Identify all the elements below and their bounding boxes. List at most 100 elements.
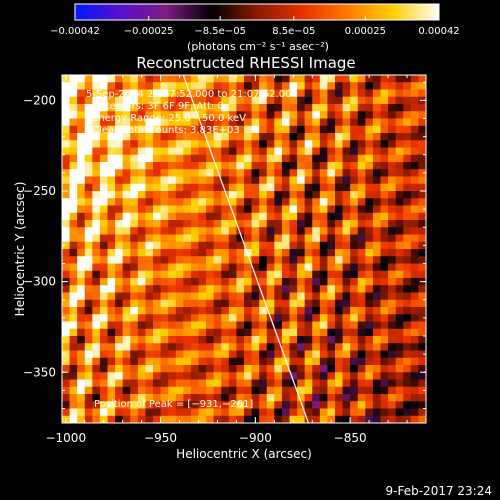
heatmap-cell <box>62 350 70 359</box>
heatmap-cell <box>92 118 101 127</box>
heatmap-cell <box>251 125 260 134</box>
heatmap-cell <box>335 118 343 127</box>
heatmap-cell <box>84 133 93 141</box>
heatmap-cell <box>365 154 374 163</box>
heatmap-cell <box>335 328 343 337</box>
heatmap-cell <box>266 220 275 228</box>
heatmap-cell <box>130 176 139 185</box>
heatmap-cell <box>84 357 93 366</box>
heatmap-cell <box>304 270 313 279</box>
heatmap-cell <box>266 227 275 235</box>
heatmap-cell <box>221 401 230 409</box>
heatmap-cell <box>115 162 124 170</box>
heatmap-cell <box>403 328 412 337</box>
heatmap-cell <box>259 205 268 214</box>
heatmap-cell <box>198 140 207 148</box>
heatmap-cell <box>115 249 124 257</box>
heatmap-cell <box>418 212 426 221</box>
heatmap-cell <box>350 343 359 351</box>
heatmap-cell <box>198 343 207 351</box>
colorbar-tick-label: 0.00042 <box>418 26 459 37</box>
heatmap-cell <box>130 75 139 83</box>
heatmap-cell <box>289 263 298 272</box>
heatmap-cell <box>335 198 343 206</box>
heatmap-cell <box>236 227 245 235</box>
heatmap-cell <box>145 147 154 156</box>
heatmap-cell <box>365 162 374 170</box>
heatmap-cell <box>403 249 412 257</box>
heatmap-cell <box>244 154 252 163</box>
heatmap-cell <box>365 82 374 90</box>
heatmap-cell <box>228 328 237 337</box>
heatmap-cell <box>327 372 336 380</box>
heatmap-cell <box>137 249 146 257</box>
heatmap-cell <box>168 415 177 423</box>
heatmap-cell <box>84 241 93 250</box>
heatmap-cell <box>281 125 290 134</box>
heatmap-cell <box>244 307 252 315</box>
heatmap-cell <box>244 343 252 351</box>
heatmap-cell <box>418 89 426 98</box>
heatmap-cell <box>92 343 101 351</box>
heatmap-cell <box>115 408 124 417</box>
heatmap-cell <box>122 241 131 250</box>
heatmap-cell <box>99 285 108 293</box>
heatmap-cell <box>175 111 184 119</box>
heatmap-cell <box>342 372 351 380</box>
heatmap-cell <box>342 299 351 308</box>
heatmap-cell <box>183 89 192 98</box>
heatmap-cell <box>84 220 93 228</box>
heatmap-cell <box>168 212 177 221</box>
heatmap-cell <box>319 408 328 417</box>
heatmap-cell <box>107 314 116 322</box>
heatmap-cell <box>221 263 230 272</box>
y-tick-label: −350 <box>23 365 56 379</box>
heatmap-cell <box>380 154 389 163</box>
heatmap-cell <box>62 111 70 119</box>
heatmap-cell <box>236 299 245 308</box>
heatmap-cell <box>266 372 275 380</box>
heatmap-cell <box>251 198 260 206</box>
heatmap-cell <box>99 104 108 112</box>
x-tick-label: −1000 <box>45 431 86 445</box>
heatmap-cell <box>175 234 184 243</box>
heatmap-cell <box>372 227 381 235</box>
heatmap-cell <box>327 89 336 98</box>
heatmap-cell <box>259 285 268 293</box>
heatmap-cell <box>281 191 290 199</box>
heatmap-cell <box>137 263 146 272</box>
heatmap-cell <box>244 162 252 170</box>
heatmap-cell <box>266 394 275 402</box>
heatmap-cell <box>388 111 397 119</box>
heatmap-cell <box>107 285 116 293</box>
heatmap-cell <box>62 299 70 308</box>
heatmap-cell <box>168 205 177 214</box>
heatmap-cell <box>335 147 343 156</box>
heatmap-cell <box>410 125 419 134</box>
heatmap-cell <box>274 191 283 199</box>
heatmap-cell <box>327 394 336 402</box>
heatmap-cell <box>388 336 397 344</box>
heatmap-cell <box>380 299 389 308</box>
heatmap-cell <box>221 147 230 156</box>
heatmap-cell <box>92 111 101 119</box>
heatmap-cell <box>365 357 374 366</box>
heatmap-cell <box>175 299 184 308</box>
heatmap-cell <box>160 176 169 185</box>
heatmap-cell <box>244 357 252 366</box>
heatmap-cell <box>403 169 412 177</box>
heatmap-cell <box>388 350 397 359</box>
heatmap-cell <box>327 307 336 315</box>
heatmap-cell <box>168 307 177 315</box>
heatmap-cell <box>122 285 131 293</box>
heatmap-cell <box>213 256 222 264</box>
heatmap-cell <box>145 415 154 423</box>
heatmap-cell <box>145 292 154 301</box>
heatmap-cell <box>335 176 343 185</box>
heatmap-cell <box>418 205 426 214</box>
heatmap-cell <box>289 169 298 177</box>
heatmap-cell <box>213 176 222 185</box>
heatmap-cell <box>327 263 336 272</box>
heatmap-cell <box>69 169 78 177</box>
heatmap-cell <box>84 118 93 127</box>
